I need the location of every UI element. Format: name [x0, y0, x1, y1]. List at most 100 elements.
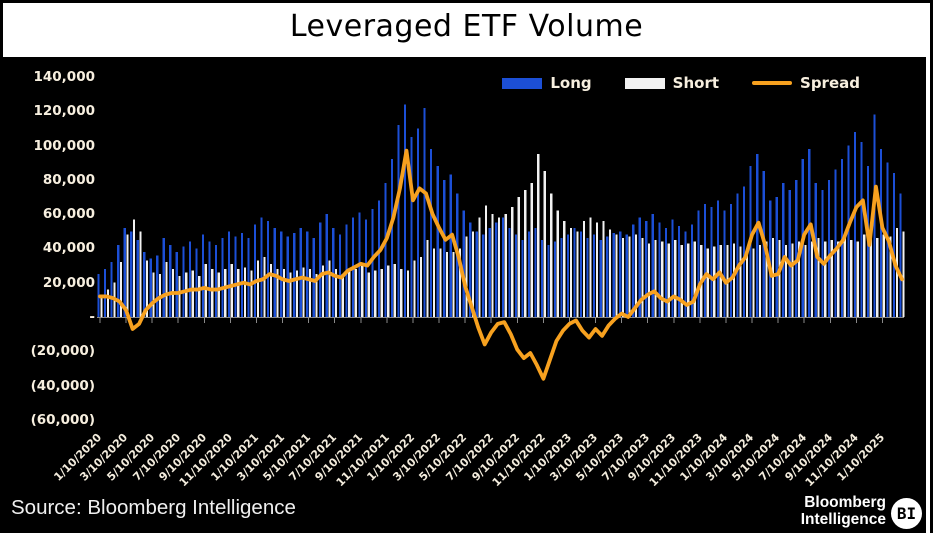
short-bar	[256, 260, 259, 317]
long-bar	[423, 107, 426, 317]
short-bar	[797, 241, 801, 317]
short-bar	[556, 210, 559, 317]
long-bar	[573, 227, 576, 317]
y-tick-label: 40,000	[42, 240, 95, 257]
short-bar	[511, 207, 514, 317]
short-bar	[830, 239, 833, 317]
short-bar	[817, 238, 820, 317]
short-bar	[706, 248, 709, 317]
y-tick-label: -	[89, 309, 95, 325]
short-bar	[602, 220, 605, 317]
short-bar	[582, 220, 585, 317]
short-bar	[250, 270, 253, 317]
short-bar	[282, 268, 286, 317]
short-bar	[661, 241, 664, 317]
short-bar	[687, 243, 690, 317]
short-bar	[289, 272, 292, 317]
short-bar	[211, 268, 214, 317]
long-bar	[756, 154, 759, 317]
long-bar	[547, 244, 550, 317]
short-bar	[504, 214, 507, 317]
short-bar	[367, 272, 370, 317]
short-bar	[335, 268, 338, 317]
legend-label-long: Long	[550, 74, 592, 92]
long-bar	[462, 210, 465, 317]
short-bar	[348, 270, 351, 317]
long-bar	[521, 239, 524, 317]
long-bar	[273, 227, 276, 317]
short-bar	[745, 248, 749, 317]
long-bar	[325, 214, 328, 317]
short-bar	[850, 239, 853, 317]
long-bar	[808, 148, 811, 317]
outer-border-top	[0, 0, 933, 3]
long-bar	[364, 219, 368, 317]
short-bar	[843, 238, 846, 317]
long-bar	[697, 210, 700, 317]
short-bar	[185, 272, 188, 317]
long-bar	[436, 166, 439, 317]
short-bar	[139, 231, 142, 317]
long-bar	[645, 220, 648, 317]
short-bar	[426, 239, 429, 317]
long-bar	[410, 136, 413, 317]
short-bar	[119, 262, 123, 317]
source-attribution: Source: Bloomberg Intelligence	[11, 496, 296, 519]
short-bar	[145, 260, 149, 317]
long-bar	[723, 210, 726, 317]
short-bar	[100, 294, 103, 317]
long-bar	[162, 238, 165, 317]
long-bar	[632, 224, 635, 317]
long-bar	[430, 148, 433, 317]
short-bar	[537, 154, 540, 317]
short-bar	[237, 268, 240, 317]
long-bar	[769, 200, 772, 317]
long-bar	[775, 196, 778, 317]
legend-item-long: Long	[502, 74, 592, 92]
long-bar	[482, 234, 485, 317]
long-bar	[743, 186, 746, 317]
long-bar	[710, 207, 713, 317]
short-bar	[628, 236, 631, 317]
short-bar	[758, 244, 762, 317]
short-bar	[204, 263, 207, 317]
long-bar	[247, 238, 250, 317]
long-bar	[560, 238, 563, 317]
long-bar	[136, 239, 139, 317]
short-bar	[445, 251, 449, 317]
chart-legend: Long Short Spread	[502, 74, 860, 92]
short-bar	[452, 251, 455, 317]
outer-border-right	[930, 0, 933, 533]
bloomberg-intelligence-logo: Bloomberg Intelligence	[801, 494, 886, 528]
long-bar	[208, 241, 211, 317]
long-bar	[821, 190, 824, 317]
long-bar	[853, 131, 857, 317]
long-bar	[201, 234, 205, 317]
spread-line-icon	[752, 81, 793, 85]
long-bar	[240, 232, 244, 317]
short-bar	[654, 239, 657, 317]
long-bar	[782, 183, 785, 317]
short-bar	[321, 265, 325, 317]
short-bar	[485, 205, 488, 317]
long-bar	[638, 217, 641, 317]
long-bar	[156, 255, 159, 317]
long-bar	[651, 214, 654, 317]
long-bar	[312, 238, 315, 317]
legend-item-short: Short	[624, 74, 719, 92]
short-bar	[276, 268, 279, 317]
short-bar	[811, 241, 814, 317]
short-bar	[667, 243, 670, 317]
long-bar	[149, 258, 152, 317]
short-bar	[361, 265, 364, 317]
short-bar	[882, 234, 885, 317]
long-bar	[619, 231, 622, 317]
short-swatch-icon	[624, 77, 665, 89]
long-bar	[729, 203, 733, 317]
long-bar	[540, 239, 544, 317]
short-bar	[576, 231, 579, 317]
y-tick-label: (60,000)	[30, 411, 95, 428]
short-bar	[126, 234, 129, 317]
short-bar	[791, 243, 794, 317]
